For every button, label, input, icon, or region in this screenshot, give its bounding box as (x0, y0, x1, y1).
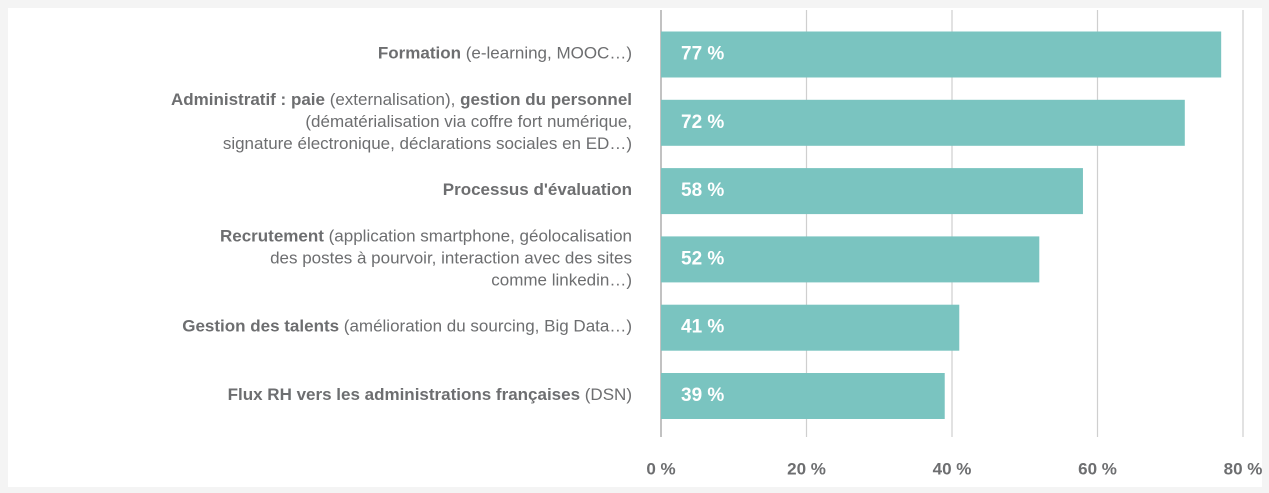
bar (661, 168, 1083, 215)
label-run: Recrutement (220, 227, 324, 246)
bar (661, 373, 945, 419)
label-run: des postes à pourvoir, interaction avec … (270, 249, 632, 268)
label-run: (externalisation), (325, 90, 460, 109)
label-run: (amélioration du sourcing, Big Data…) (339, 317, 632, 336)
value-label: 39 % (681, 385, 724, 406)
bar (661, 31, 1222, 78)
value-label: 77 % (681, 44, 724, 65)
label-run: Gestion des talents (182, 317, 339, 336)
category-label: Recrutement (application smartphone, géo… (220, 227, 632, 246)
value-label: 72 % (681, 112, 724, 133)
x-tick-label: 60 % (1078, 459, 1117, 478)
category-label: signature électronique, déclarations soc… (223, 134, 632, 153)
category-label: Formation (e-learning, MOOC…) (378, 44, 632, 63)
category-label: des postes à pourvoir, interaction avec … (270, 249, 632, 268)
label-run: (DSN) (580, 385, 632, 404)
category-label: Flux RH vers les administrations françai… (228, 385, 632, 404)
category-label: Administratif : paie (externalisation), … (171, 90, 632, 109)
label-run: (e-learning, MOOC…) (461, 44, 632, 63)
label-run: Formation (378, 44, 461, 63)
label-run: signature électronique, déclarations soc… (223, 134, 632, 153)
bar (661, 99, 1185, 146)
panel (8, 8, 1262, 487)
category-label: Processus d'évaluation (443, 181, 632, 200)
label-run: comme linkedin…) (491, 271, 632, 290)
value-label: 52 % (681, 248, 724, 269)
x-tick-label: 40 % (933, 459, 972, 478)
label-run: (dématérialisation via coffre fort numér… (305, 112, 632, 131)
value-label: 58 % (681, 180, 724, 201)
x-tick-label: 80 % (1224, 459, 1263, 478)
label-run: Administratif : paie (171, 90, 325, 109)
label-run: gestion du personnel (460, 90, 632, 109)
label-run: (application smartphone, géolocalisation (324, 227, 632, 246)
label-run: Flux RH vers les administrations françai… (228, 385, 580, 404)
category-label: Gestion des talents (amélioration du sou… (182, 317, 632, 336)
label-run: Processus d'évaluation (443, 181, 632, 200)
x-tick-label: 0 % (646, 459, 675, 478)
bar (661, 304, 960, 351)
bar (661, 236, 1040, 283)
category-label: (dématérialisation via coffre fort numér… (305, 112, 632, 131)
value-label: 41 % (681, 317, 724, 338)
x-tick-label: 20 % (787, 459, 826, 478)
category-label: comme linkedin…) (491, 271, 632, 290)
